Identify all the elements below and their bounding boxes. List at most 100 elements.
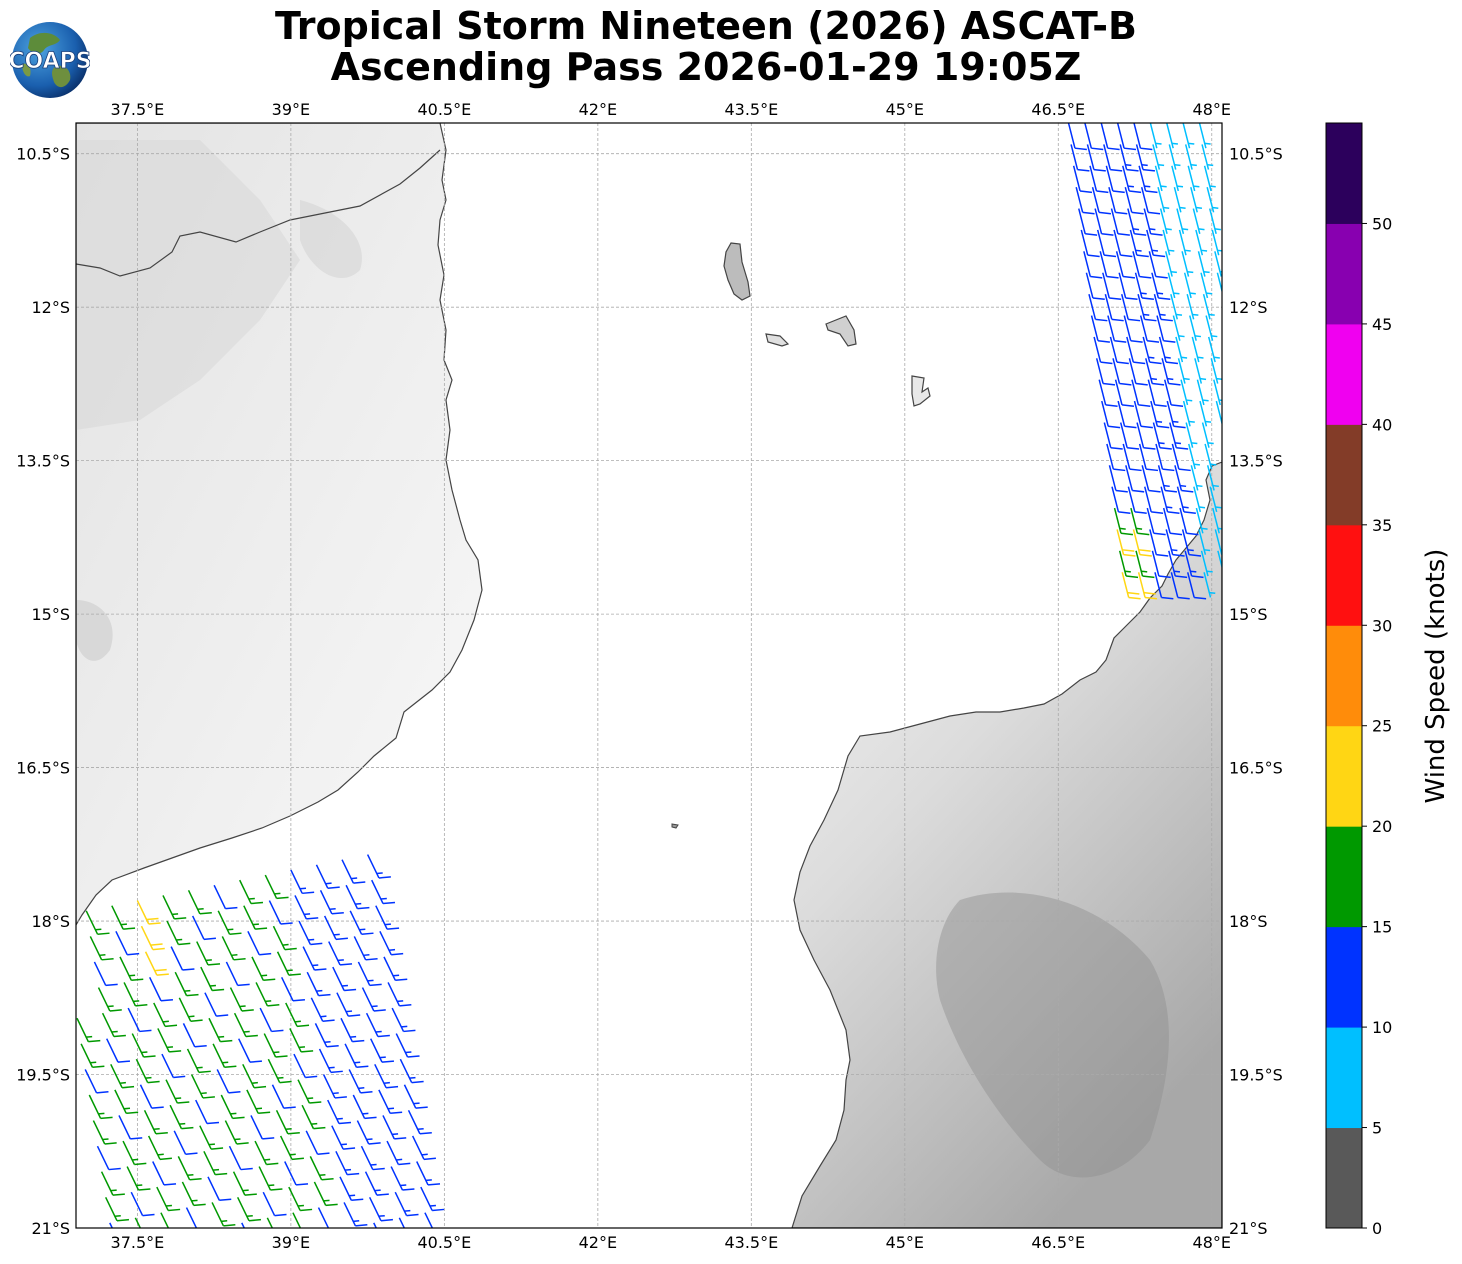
wind-barb [143,1110,168,1135]
wind-barb [378,1089,403,1115]
wind-barb [243,905,268,930]
wind-barb [1165,529,1185,557]
wind-barb [1103,422,1123,450]
wind-barb [1190,186,1203,213]
wind-barb [264,874,289,900]
wind-barb [284,1161,309,1186]
wind-barb [340,1017,365,1043]
colorbar-segment [1326,223,1362,325]
wind-barb [1135,144,1156,172]
wind-barb [1162,229,1175,256]
wind-barb [1182,400,1195,427]
wind-barb [1109,336,1129,365]
wind-barb [275,1110,300,1135]
wind-barb [255,982,280,1007]
wind-barb [1157,186,1170,213]
wind-barb [1149,123,1162,149]
wind-barb [1119,144,1139,172]
wind-barb [1107,315,1127,343]
wind-barb [212,1043,237,1068]
wind-barb [368,1196,393,1222]
wind-barb [1093,336,1113,365]
wind-barb [1202,293,1215,320]
wind-barb [1175,336,1188,363]
wind-barb [1149,529,1169,557]
lat-tick-label-right: 21°S [1229,1219,1268,1238]
wind-barb [1190,465,1203,491]
wind-barb [1130,507,1150,536]
wind-barb [88,1094,113,1120]
wind-barb [148,977,174,1002]
wind-barb [114,1089,139,1115]
wind-barb [135,1058,160,1084]
wind-barb [1137,293,1157,322]
wind-barb [241,1222,246,1228]
wind-barb [1168,550,1188,579]
wind-barb [1201,144,1214,170]
wind-barb [272,925,297,951]
wind-barb [195,1099,220,1125]
lon-tick-label-bottom: 37.5°E [111,1233,165,1252]
wind-barb [297,1079,322,1104]
wind-barb [1154,165,1167,192]
colorbar-segment [1326,323,1362,425]
wind-barb [1111,486,1131,514]
wind-barb [1171,165,1184,192]
wind-barb [236,1196,261,1222]
wind-barb [319,890,344,915]
colorbar-tick-label: 5 [1372,1119,1382,1138]
wind-barb [1184,550,1204,579]
wind-barb [207,1176,232,1202]
wind-barb [1206,186,1219,213]
wind-barb [1198,123,1211,149]
wind-barb [153,1002,178,1028]
colorbar-tick-label: 50 [1372,214,1392,233]
wind-barb [177,1156,202,1181]
wind-barb [1183,272,1196,299]
wind-barb [1108,186,1128,215]
wind-barb [140,925,165,951]
wind-barb [314,1023,339,1048]
wind-barb [1158,336,1179,365]
wind-barb [1205,315,1218,341]
wind-barb [1122,443,1142,472]
mozambique-interior-shade-2 [300,200,362,279]
wind-barb [1137,572,1158,600]
wind-barb [1086,144,1106,172]
wind-barb [1123,315,1143,343]
wind-barb [118,1115,143,1140]
wind-barb [1176,208,1189,234]
wind-barb [232,1171,257,1196]
wind-barb [1181,251,1194,277]
wind-barb [100,1171,125,1196]
wind-barb [127,1007,152,1033]
wind-barb [80,1043,105,1068]
wind-barb [97,987,122,1012]
wind-barb [1191,336,1204,363]
lon-tick-label-bottom: 48°E [1193,1233,1231,1252]
wind-barb [85,910,110,935]
wind-barb [353,936,378,961]
wind-barb [1103,144,1123,172]
wind-barb [1125,465,1145,493]
wind-barb [1170,572,1190,600]
wind-barb [96,1145,121,1171]
wind-barb [1174,465,1194,493]
wind-barb [323,915,348,941]
colorbar-segment [1326,625,1362,727]
wind-barb [365,1012,390,1038]
wind-barb [298,920,323,946]
wind-barb [407,1110,432,1135]
wind-barb [1119,422,1140,450]
wind-barb [134,1217,142,1228]
wind-barb [345,884,370,910]
wind-barb [263,1033,288,1058]
colorbar-segment [1326,926,1362,1028]
wind-barb [1206,465,1219,491]
wind-barb [246,1089,271,1115]
wind-barb [1189,315,1202,341]
colorbar-tick-label: 25 [1372,717,1392,736]
wind-barb [1085,272,1105,301]
wind-barb [411,1135,436,1161]
wind-barb [1214,251,1222,277]
